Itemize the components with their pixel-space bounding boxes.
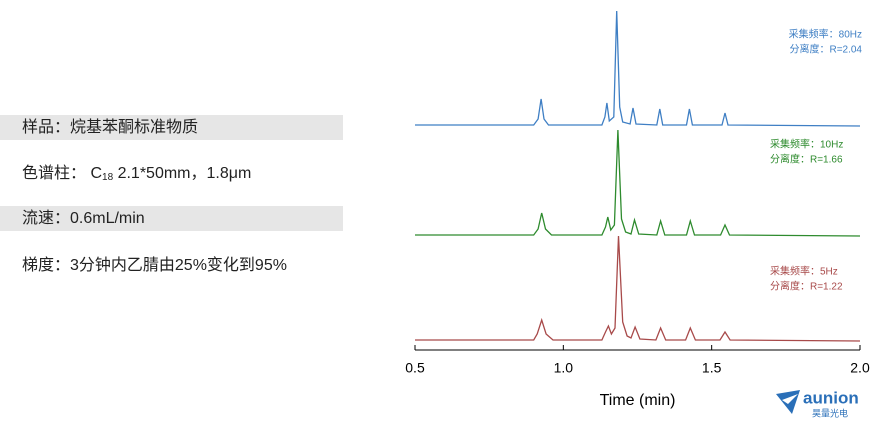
- x-tick-label: 1.5: [702, 360, 722, 376]
- logo: aunion 昊量光电: [776, 388, 859, 418]
- annotation: 分离度：R=2.04: [789, 43, 862, 56]
- x-tick-label: 1.0: [554, 360, 574, 376]
- logo-subtext: 昊量光电: [812, 407, 848, 418]
- logo-text: aunion: [803, 388, 859, 407]
- column-text: 2.1*50mm，1.8μm: [113, 165, 252, 182]
- sample-text: 样品：烷基苯酮标准物质: [22, 119, 199, 136]
- annotation: 分离度：R=1.66: [770, 153, 843, 166]
- column-row: 色谱柱： C18 2.1*50mm，1.8μm: [0, 161, 343, 186]
- column-text: 色谱柱： C: [22, 165, 103, 182]
- flow-text: 流速：0.6mL/min: [22, 210, 145, 227]
- annotation: 采集频率：10Hz: [770, 138, 843, 151]
- annotation: 分离度：R=1.22: [770, 280, 843, 293]
- chromatogram-line: [415, 235, 861, 342]
- annotation: 采集频率：5Hz: [770, 265, 838, 278]
- logo-icon: [782, 394, 798, 404]
- x-tick-label: 0.5: [405, 360, 425, 376]
- column-subscript: 18: [102, 172, 114, 183]
- chromatogram-line: [415, 10, 861, 127]
- gradient-row: 梯度：3分钟内乙腈由25%变化到95%: [0, 253, 343, 278]
- chromatogram-line: [415, 129, 861, 237]
- x-tick-label: 2.0: [850, 360, 870, 376]
- sample-info: 样品：烷基苯酮标准物质 色谱柱： C18 2.1*50mm，1.8μm 流速：0…: [0, 0, 400, 429]
- flow-row: 流速：0.6mL/min: [0, 206, 343, 231]
- x-axis-label: Time (min): [600, 392, 676, 409]
- gradient-text: 梯度：3分钟内乙腈由25%变化到95%: [22, 257, 287, 274]
- annotation: 采集频率：80Hz: [789, 28, 862, 41]
- sample-row: 样品：烷基苯酮标准物质: [0, 115, 343, 140]
